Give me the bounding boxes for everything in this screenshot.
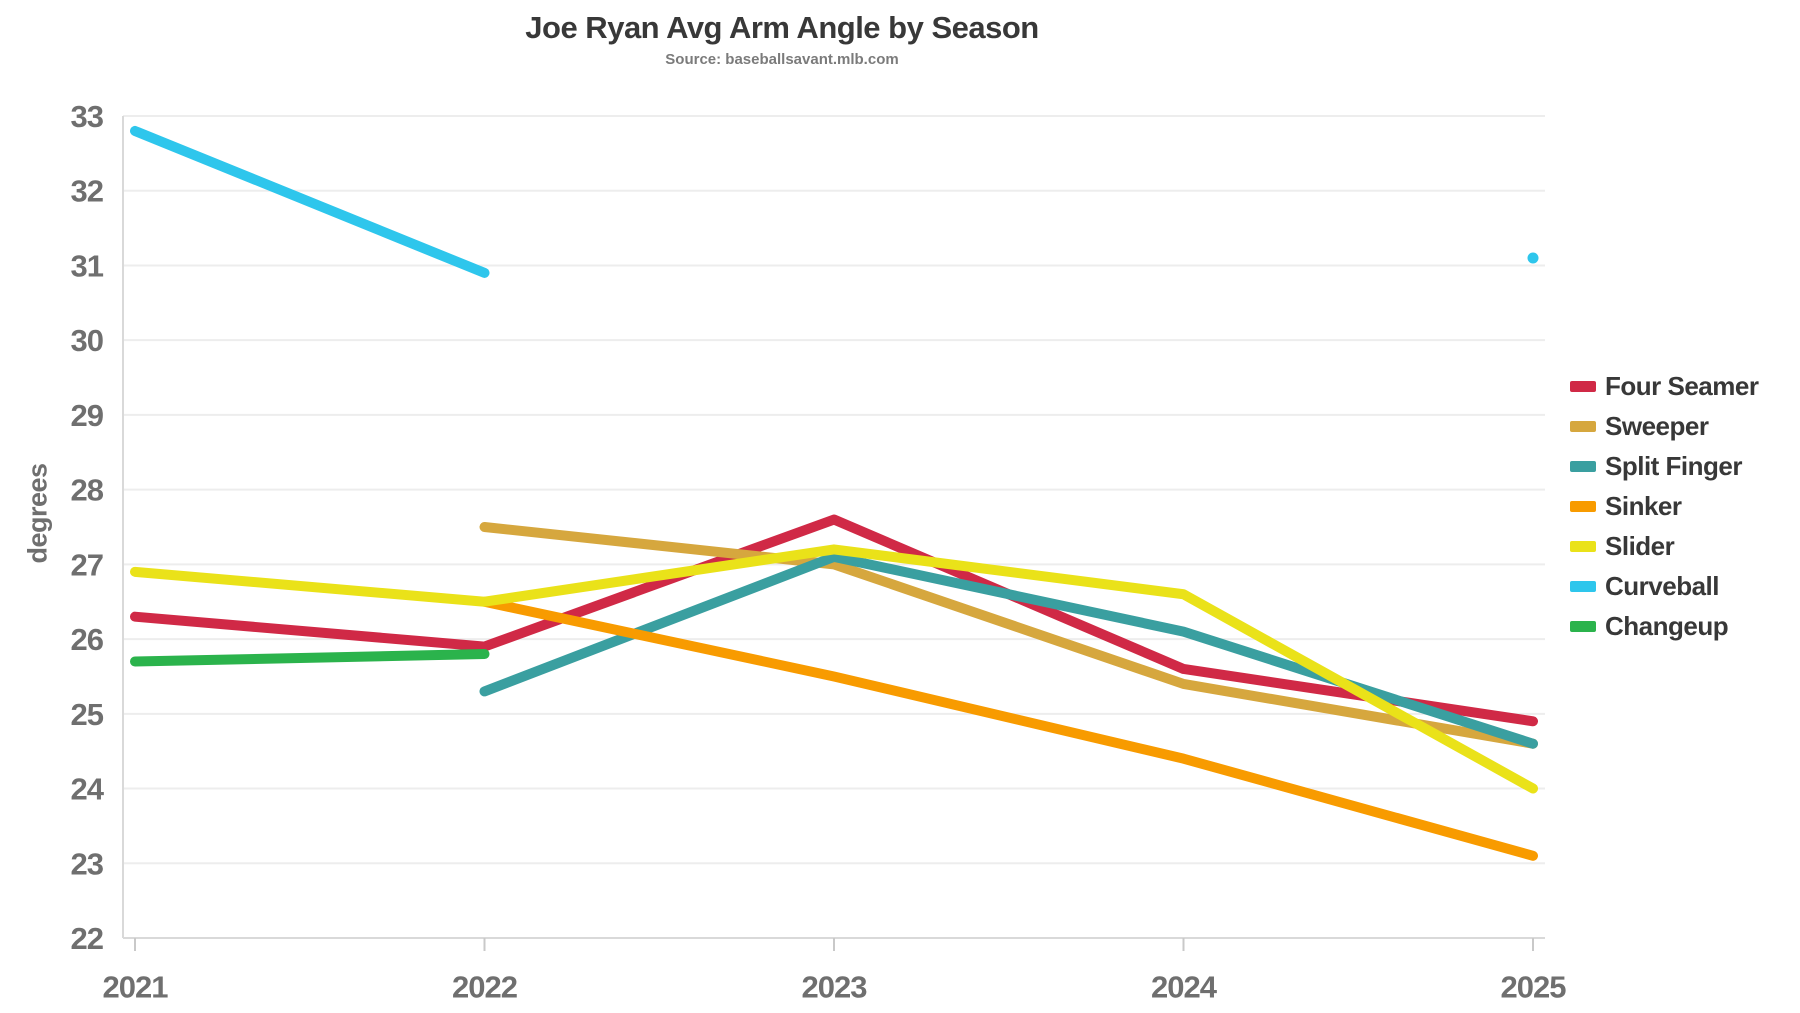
legend-label: Sinker [1605,490,1682,521]
series-line-sinker [479,596,1538,861]
y-tick-label: 31 [71,248,104,283]
legend-label: Changeup [1605,610,1729,641]
legend-item-split-finger[interactable]: Split Finger [1570,446,1758,486]
legend-item-slider[interactable]: Slider [1570,526,1758,566]
y-tick-label: 33 [71,99,104,134]
chart-title: Joe Ryan Avg Arm Angle by Season [525,10,1039,45]
legend-label: Four Seamer [1605,370,1759,401]
legend-label: Split Finger [1605,450,1743,481]
x-tick-label: 2022 [452,969,517,1004]
y-tick-label: 32 [71,174,103,209]
legend-swatch-four-seamer [1570,380,1596,392]
x-tick-label: 2024 [1151,969,1218,1004]
legend-item-changeup[interactable]: Changeup [1570,606,1758,646]
y-tick-label: 26 [71,622,104,657]
series-line-sweeper [479,522,1538,749]
y-tick-label: 28 [71,473,104,508]
legend-swatch-sweeper [1570,420,1596,432]
legend-swatch-curveball [1570,580,1596,592]
legend-swatch-changeup [1570,620,1596,632]
legend-swatch-split-finger [1570,460,1596,472]
x-tick-label: 2021 [103,969,169,1004]
y-tick-label: 27 [71,547,103,582]
series-line-four-seamer [130,514,1538,727]
y-tick-label: 22 [71,921,103,956]
x-tick-label: 2025 [1501,969,1567,1004]
y-axis-title: degrees [22,463,53,564]
y-tick-label: 30 [71,323,103,358]
y-tick-label: 24 [71,772,105,807]
legend-item-sinker[interactable]: Sinker [1570,486,1758,526]
y-tick-label: 25 [71,697,104,732]
series-point-curveball [1527,252,1539,264]
legend-item-four-seamer[interactable]: Four Seamer [1570,366,1759,406]
series-line-slider [130,544,1538,794]
legend-label: Curveball [1605,570,1720,601]
legend-swatch-sinker [1570,500,1596,512]
x-tick-label: 2023 [802,969,868,1004]
series-line-curveball [130,125,490,278]
series-line-changeup [130,649,490,667]
legend-item-sweeper[interactable]: Sweeper [1570,406,1758,446]
y-tick-label: 23 [71,846,104,881]
legend-label: Slider [1605,530,1675,561]
legend-swatch-slider [1570,540,1596,552]
legend: Four Seamer Sweeper Split Finger Sinker Slid… [1570,366,1759,646]
y-tick-label: 29 [71,398,104,433]
chart-subtitle: Source: baseballsavant.mlb.com [665,51,899,68]
legend-item-curveball[interactable]: Curveball [1570,566,1758,606]
legend-label: Sweeper [1605,410,1709,441]
